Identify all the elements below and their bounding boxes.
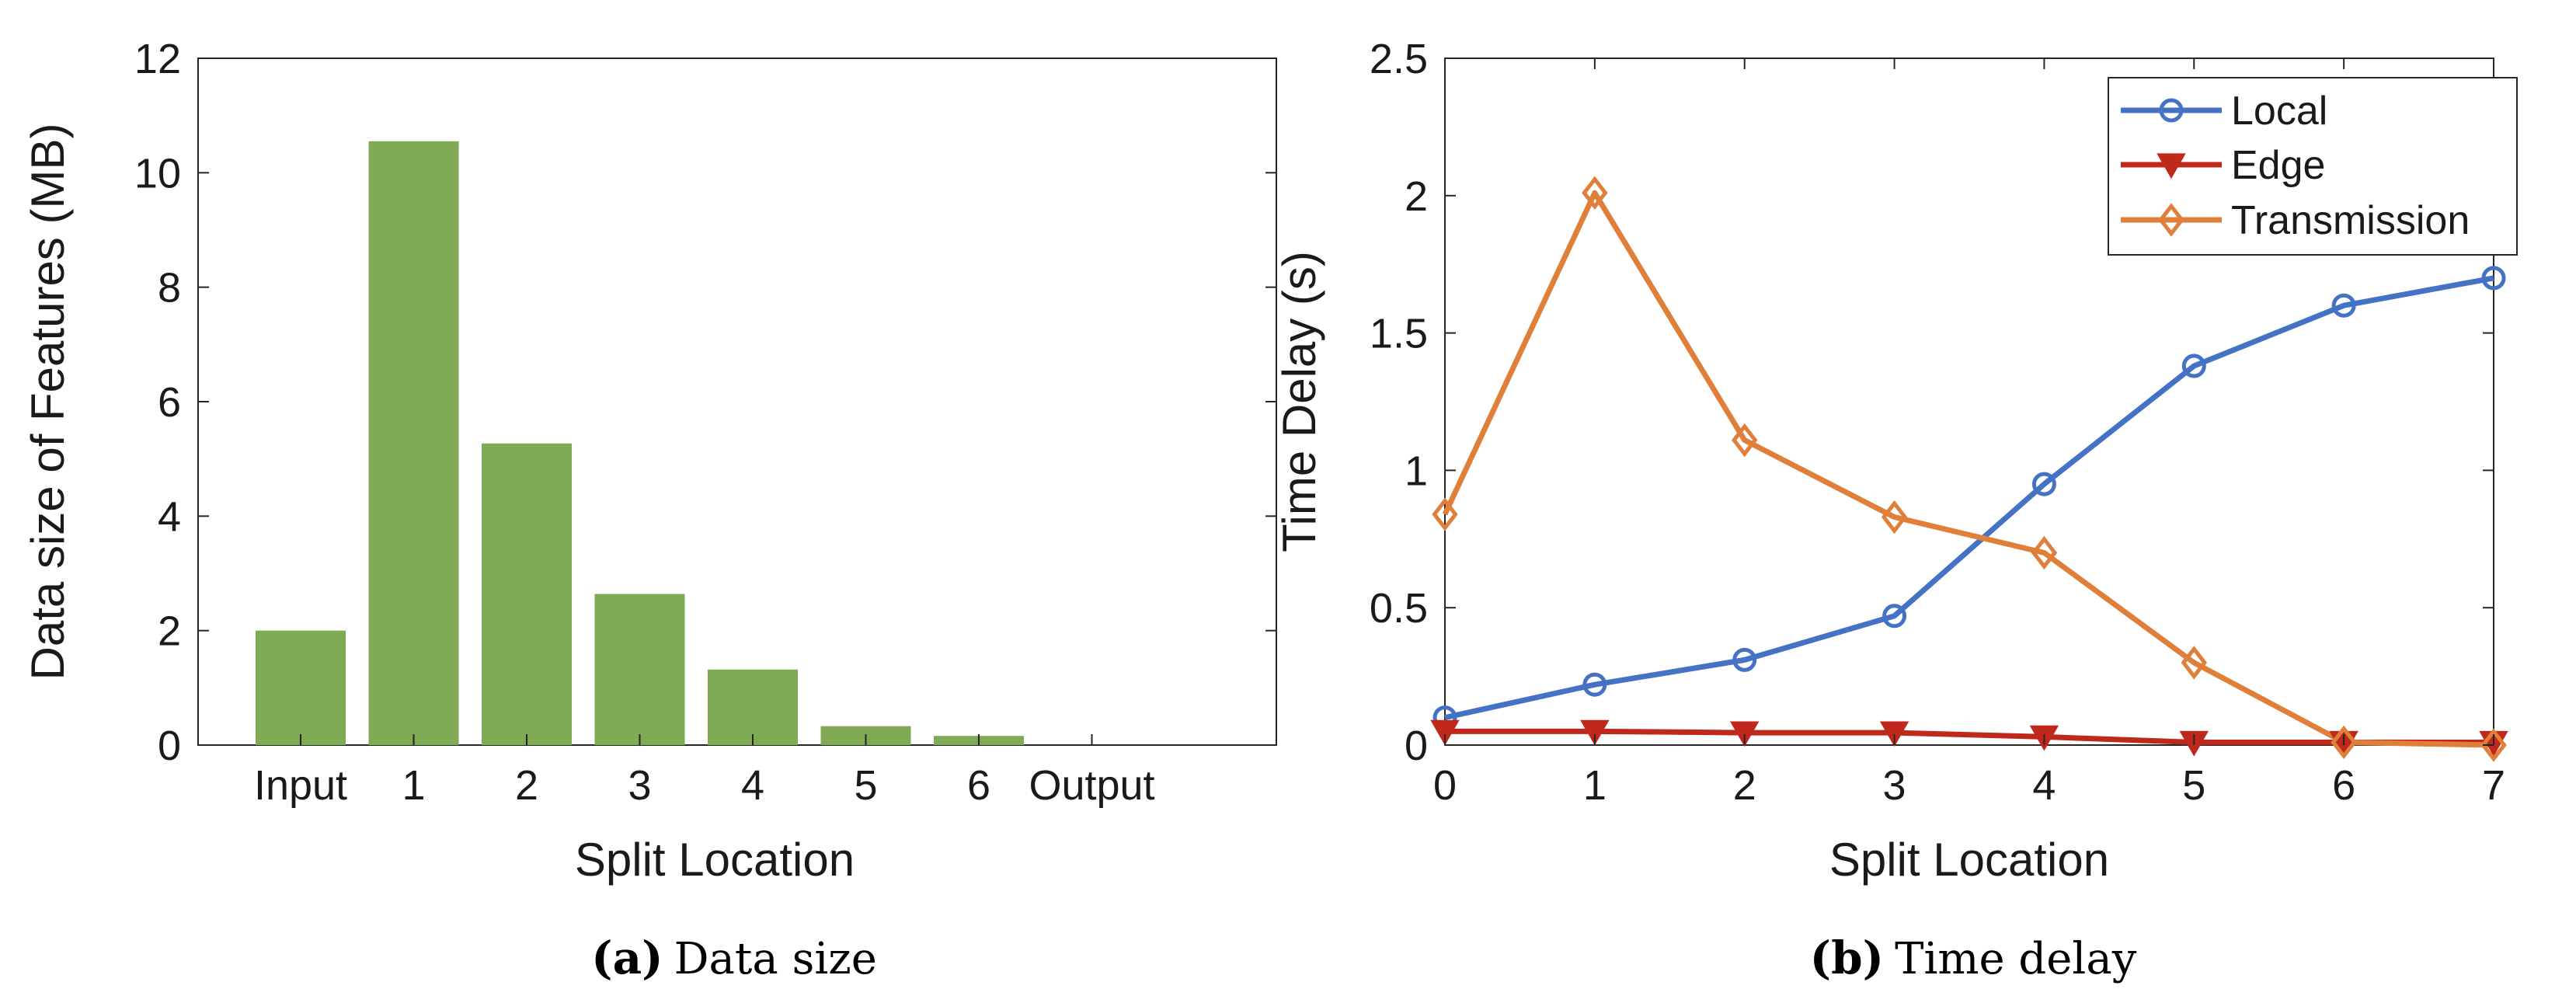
x-tick-label-output: Output	[1029, 762, 1154, 809]
point-local-1	[1582, 672, 1607, 697]
time-delay-line-chart: 0 0.5 1 1.5 2 2.5 0 1 2 3 4 5 6 7 Time Delay (s) Spl…	[1273, 36, 2518, 984]
point-local-5	[2181, 353, 2206, 378]
x-tick-label-b-6: 6	[2332, 762, 2355, 809]
panel-label-a: a	[613, 932, 642, 984]
x-axis-label-a: Split Location	[575, 834, 855, 886]
x-tick-label-3: 3	[628, 762, 651, 809]
point-local-4	[2031, 472, 2056, 496]
bar-2	[482, 443, 572, 745]
y-tick-label-b: 2	[1405, 173, 1428, 220]
line-local	[1444, 275, 2494, 721]
legend-marker-local	[2159, 98, 2184, 123]
point-transmission-1	[1582, 176, 1608, 210]
point-local-3	[1882, 604, 1907, 629]
legend-label-local: Local	[2231, 89, 2327, 134]
legend-marker-transmission	[2158, 203, 2184, 237]
bar-1	[368, 141, 459, 746]
legend-label-edge: Edge	[2231, 143, 2325, 188]
y-tick-label-b: 2.5	[1370, 36, 1428, 82]
x-axis-label-b: Split Location	[1829, 834, 2109, 886]
y-axis-label-a: Data size of Features (MB)	[22, 124, 74, 681]
line-transmission	[1442, 190, 2494, 748]
point-transmission-5	[2181, 646, 2208, 680]
x-tick-label-6: 6	[967, 762, 990, 809]
caption-a: (a) Data size	[591, 932, 877, 984]
point-transmission-4	[2031, 535, 2058, 570]
x-tick-label-b-0: 0	[1433, 762, 1457, 809]
point-local-2	[1732, 647, 1757, 672]
x-tick-label-b-7: 7	[2482, 762, 2505, 809]
legend-marker-edge	[2157, 153, 2186, 179]
panel-label-b: b	[1831, 932, 1863, 984]
point-transmission-0	[1432, 497, 1458, 531]
point-transmission-2	[1731, 423, 1758, 458]
x-tick-label-4: 4	[741, 762, 764, 809]
plot-area-a	[197, 57, 1277, 746]
caption-b: (b) Time delay	[1810, 932, 2137, 984]
y-tick-label-a: 2	[158, 608, 181, 655]
point-local-6	[2331, 293, 2356, 318]
legend: Local Edge Transmission	[2108, 77, 2518, 256]
bar-3	[594, 594, 685, 745]
y-tick-label-b: 0.5	[1370, 585, 1428, 632]
line-edge	[1445, 728, 2494, 745]
x-tick-label-1: 1	[402, 762, 425, 809]
point-edge-0	[1430, 719, 1460, 746]
point-edge-1	[1580, 719, 1610, 746]
x-tick-label-b-5: 5	[2182, 762, 2205, 809]
x-tick-label-5: 5	[854, 762, 877, 809]
y-tick-label-a: 4	[158, 493, 181, 540]
x-tick-label-b-3: 3	[1883, 762, 1906, 809]
y-tick-label-b: 1.5	[1370, 311, 1428, 357]
y-axis-label-b: Time Delay (s)	[1273, 251, 1325, 552]
y-tick-label-a: 0	[158, 723, 181, 769]
bar-input	[256, 630, 346, 745]
legend-label-transmission: Transmission	[2231, 198, 2470, 243]
x-tick-label-2: 2	[515, 762, 538, 809]
point-transmission-3	[1881, 500, 1908, 535]
y-tick-label-a: 8	[158, 265, 181, 312]
x-tick-label-b-1: 1	[1583, 762, 1607, 809]
caption-text-b: Time delay	[1895, 934, 2137, 984]
y-tick-label-b: 0	[1405, 723, 1428, 769]
caption-text-a: Data size	[674, 934, 877, 984]
point-edge-2	[1729, 721, 1760, 747]
point-edge-3	[1879, 721, 1909, 747]
y-tick-label-a: 10	[134, 150, 181, 197]
point-local-7	[2481, 266, 2506, 291]
y-tick-label-a: 12	[134, 36, 181, 82]
y-tick-label-a: 6	[158, 379, 181, 426]
x-tick-label-input: Input	[254, 762, 347, 809]
x-tick-label-b-4: 4	[2032, 762, 2056, 809]
bar-4	[708, 669, 798, 745]
point-transmission-6	[2331, 725, 2357, 760]
y-tick-label-b: 1	[1405, 448, 1428, 494]
point-transmission-7	[2480, 728, 2507, 762]
x-tick-label-b-2: 2	[1733, 762, 1756, 809]
